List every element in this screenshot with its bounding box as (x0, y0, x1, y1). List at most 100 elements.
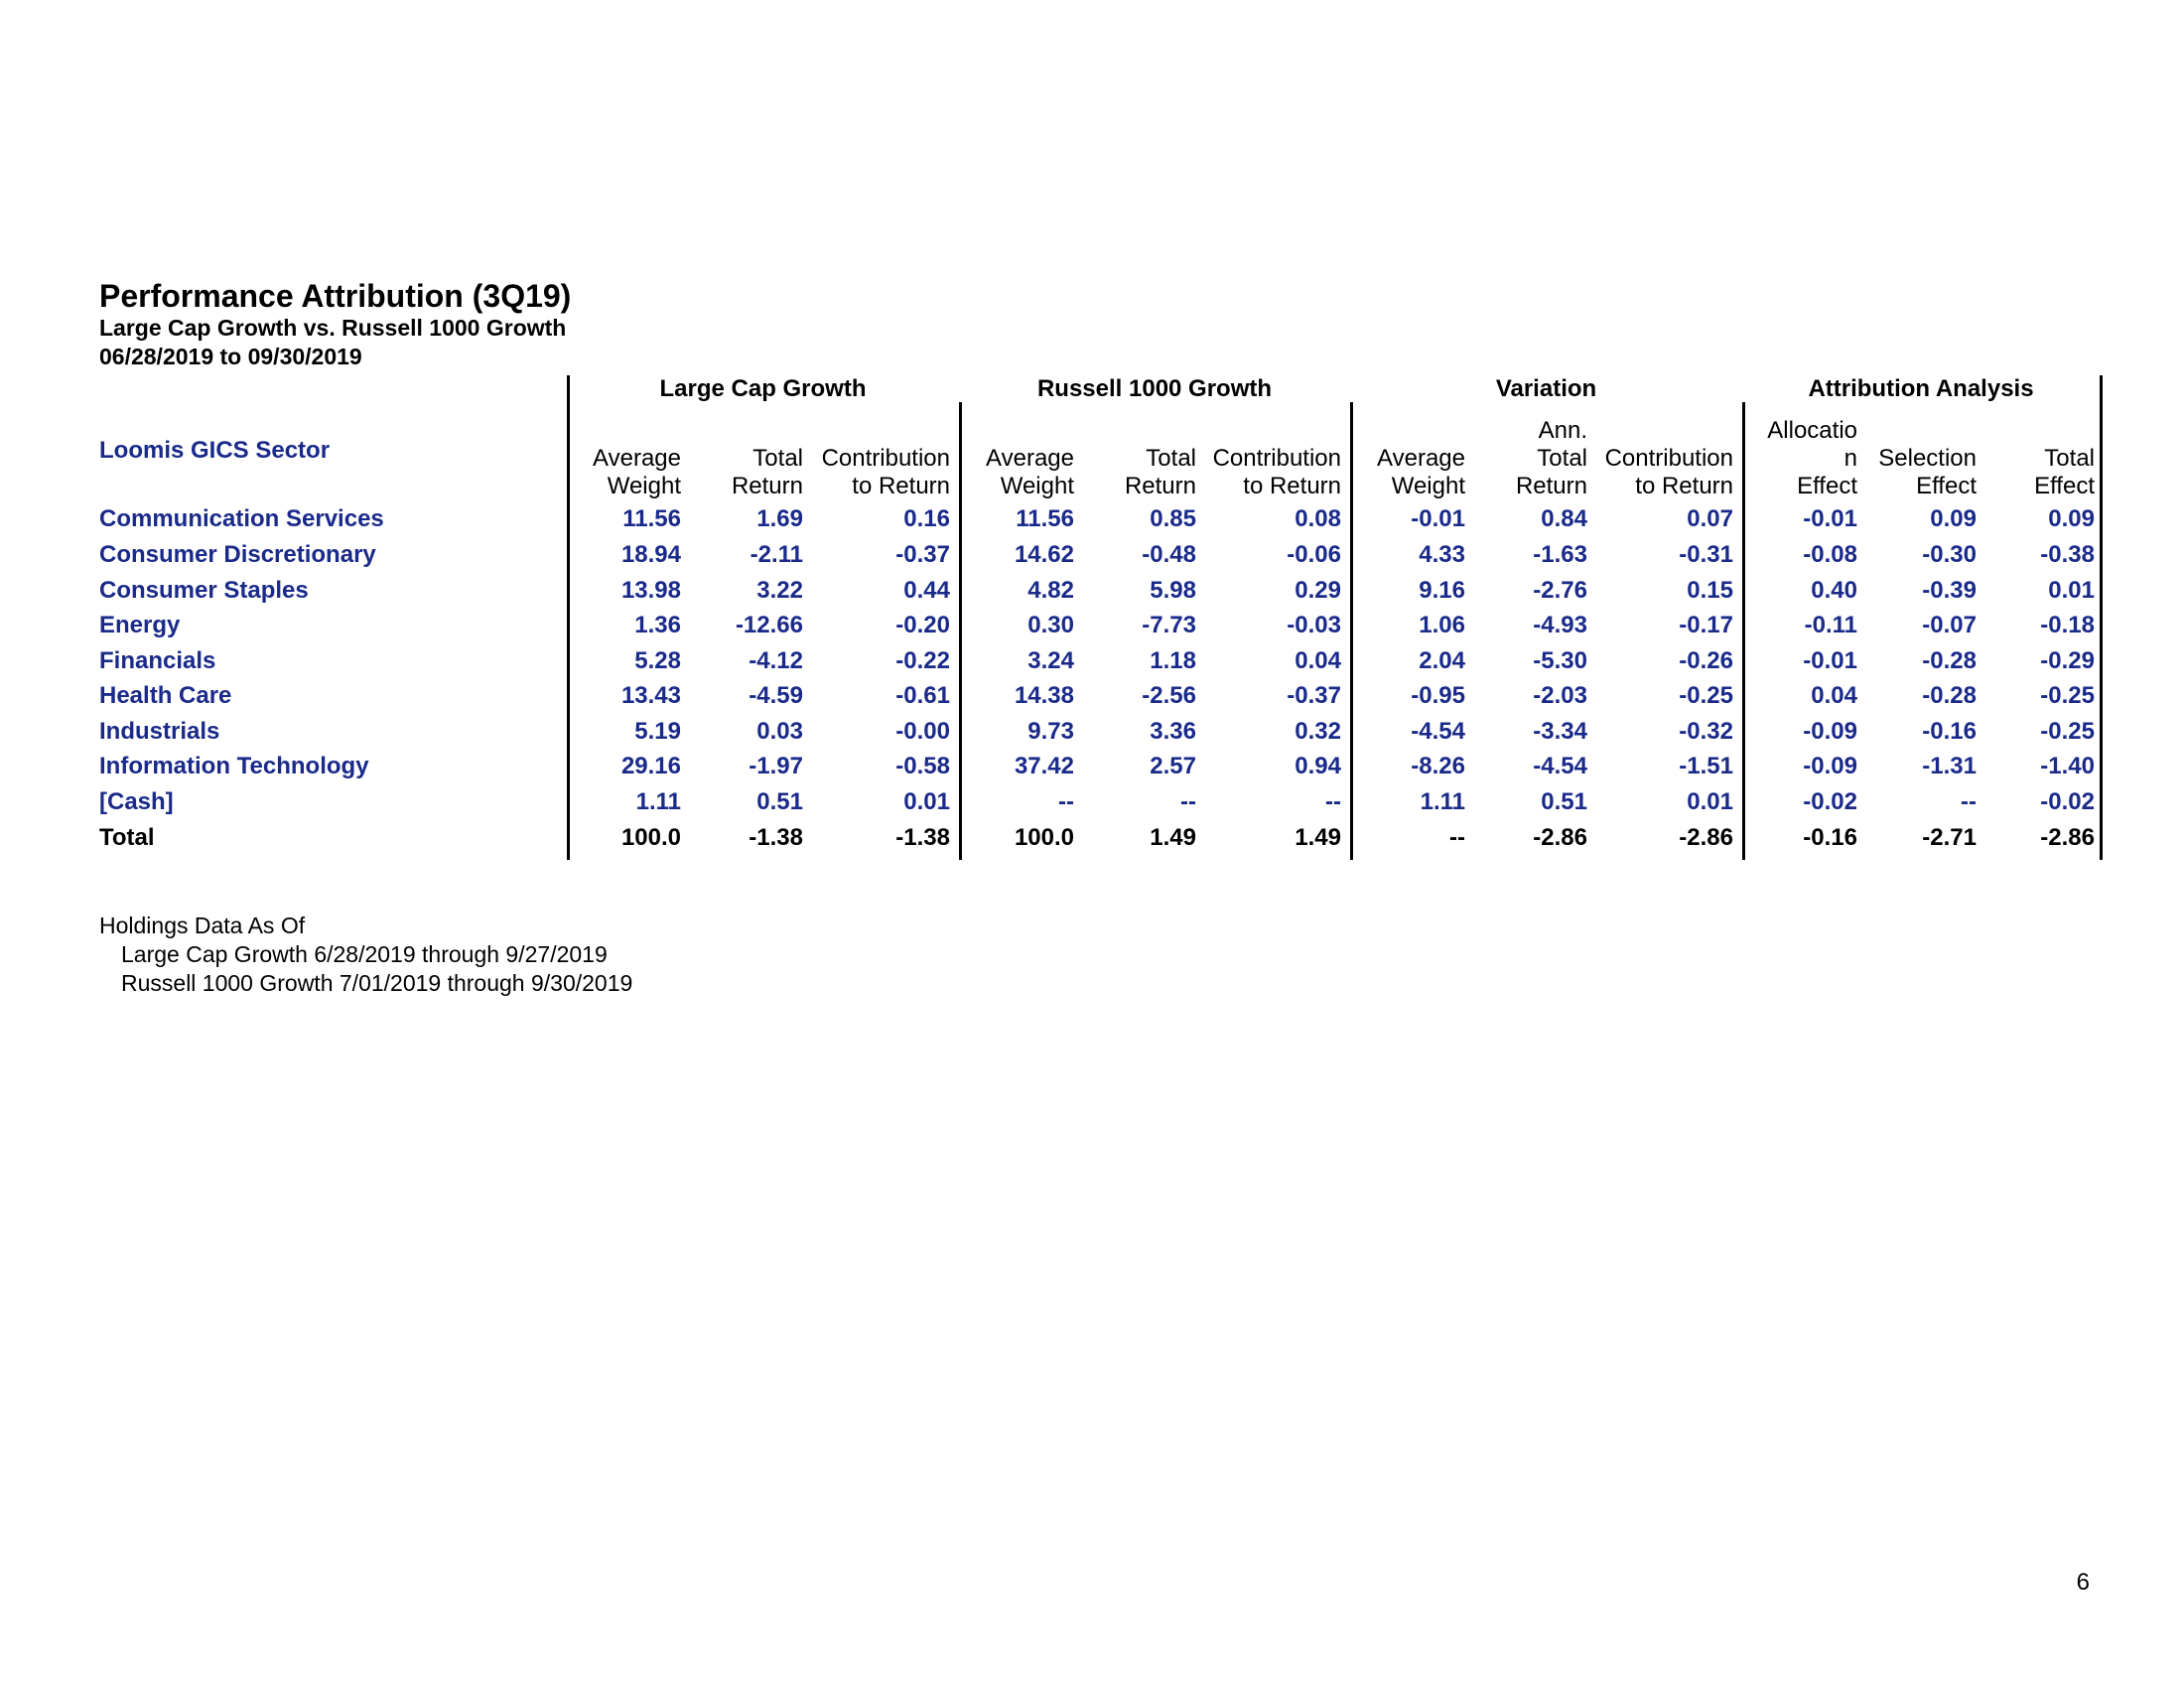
table-cell: 1.36 (634, 612, 681, 638)
table-cell: 100.0 (620, 824, 681, 851)
column-header: Weight (607, 473, 681, 499)
table-cell: 3.24 (1027, 647, 1074, 674)
column-header: Effect (1797, 473, 1857, 499)
column-header: Allocatio (1767, 417, 1857, 444)
column-separator (1350, 402, 1353, 860)
table-cell: 13.43 (620, 682, 681, 709)
table-cell: -2.86 (1533, 824, 1587, 851)
table-cell: 29.16 (620, 753, 681, 779)
sector-row-label: Information Technology (99, 753, 369, 779)
table-cell: -0.20 (895, 612, 950, 638)
table-cell: -0.37 (895, 541, 950, 568)
table-cell: -2.86 (1679, 824, 1733, 851)
table-cell: -0.31 (1679, 541, 1733, 568)
table-cell: -4.93 (1533, 612, 1587, 638)
table-cell: -- (1449, 824, 1465, 851)
table-cell: 1.49 (1295, 824, 1341, 851)
table-cell: -0.16 (1922, 718, 1977, 745)
table-cell: -- (1325, 788, 1341, 815)
table-cell: -0.07 (1922, 612, 1977, 638)
table-cell: 1.11 (635, 788, 681, 815)
table-cell: -2.76 (1533, 577, 1587, 604)
column-header: Total (1146, 445, 1196, 472)
sector-row-label: Communication Services (99, 505, 384, 532)
table-cell: -0.22 (895, 647, 950, 674)
table-cell: 18.94 (620, 541, 681, 568)
group-header: Large Cap Growth (659, 375, 867, 402)
table-cell: 0.04 (1811, 682, 1857, 709)
table-cell: -0.09 (1803, 718, 1857, 745)
table-cell: 0.03 (756, 718, 803, 745)
column-header: Effect (2034, 473, 2095, 499)
table-cell: -0.48 (1142, 541, 1196, 568)
table-cell: 0.51 (1541, 788, 1587, 815)
column-header: Selection (1878, 445, 1977, 472)
table-cell: 0.32 (1295, 718, 1341, 745)
table-cell: 11.56 (1016, 505, 1074, 532)
table-cell: 13.98 (620, 577, 681, 604)
notes-heading: Holdings Data As Of (99, 913, 306, 938)
report-header: Performance Attribution (3Q19) Large Cap… (99, 278, 571, 371)
total-row-label: Total (99, 824, 155, 851)
table-cell: -4.59 (749, 682, 803, 709)
table-cell: 4.33 (1419, 541, 1465, 568)
attribution-table: Loomis GICS Sector Large Cap Growth Russe… (99, 375, 2103, 860)
column-header: Weight (1000, 473, 1074, 499)
table-cell: -1.38 (749, 824, 803, 851)
table-cell: -0.09 (1803, 753, 1857, 779)
table-cell: -0.95 (1411, 682, 1465, 709)
table-cell: 0.85 (1150, 505, 1196, 532)
table-cell: 3.22 (756, 577, 803, 604)
table-cell: -1.63 (1533, 541, 1587, 568)
table-cell: -0.58 (895, 753, 950, 779)
holdings-notes: Holdings Data As Of Large Cap Growth 6/2… (99, 912, 632, 998)
table-cell: 0.08 (1295, 505, 1341, 532)
table-cell: 1.11 (1420, 788, 1465, 815)
table-cell: 1.69 (756, 505, 803, 532)
table-cell: -0.25 (1679, 682, 1733, 709)
column-header: Average (1377, 445, 1465, 472)
table-cell: -1.40 (2040, 753, 2095, 779)
sector-row-label: Energy (99, 612, 181, 638)
table-cell: -12.66 (735, 612, 803, 638)
table-cell: -1.38 (895, 824, 950, 851)
table-cell: -0.29 (2040, 647, 2095, 674)
table-cell: 14.62 (1014, 541, 1074, 568)
table-cell: 0.01 (1687, 788, 1733, 815)
column-header: to Return (1635, 473, 1733, 499)
table-cell: -0.28 (1922, 647, 1977, 674)
table-cell: -0.17 (1679, 612, 1733, 638)
table-cell: -0.02 (2040, 788, 2095, 815)
table-cell: 0.44 (903, 577, 950, 604)
table-cell: -0.08 (1803, 541, 1857, 568)
table-cell: -0.01 (1803, 647, 1857, 674)
table-cell: -0.01 (1803, 505, 1857, 532)
column-header: Average (593, 445, 681, 472)
table-cell: -0.02 (1803, 788, 1857, 815)
notes-line-russell: Russell 1000 Growth 7/01/2019 through 9/… (121, 970, 633, 996)
table-cell: -0.06 (1287, 541, 1341, 568)
table-cell: -4.54 (1411, 718, 1465, 745)
table-cell: 0.01 (903, 788, 950, 815)
table-cell: -0.39 (1922, 577, 1977, 604)
table-cell: -0.00 (895, 718, 950, 745)
table-cell: -2.03 (1533, 682, 1587, 709)
column-header: Total (2044, 445, 2095, 472)
table-cell: -- (1058, 788, 1074, 815)
table-cell: -0.26 (1679, 647, 1733, 674)
table-cell: 0.15 (1687, 577, 1733, 604)
column-header: to Return (1243, 473, 1341, 499)
table-cell: 0.94 (1295, 753, 1341, 779)
column-header: Contribution (821, 445, 950, 472)
table-cell: -1.51 (1679, 753, 1733, 779)
table-cell: 100.0 (1014, 824, 1074, 851)
column-header: Weight (1391, 473, 1465, 499)
table-cell: 0.30 (1027, 612, 1074, 638)
table-cell: 1.18 (1150, 647, 1196, 674)
table-cell: 9.16 (1419, 577, 1465, 604)
table-cell: -0.38 (2040, 541, 2095, 568)
group-header: Russell 1000 Growth (1036, 375, 1273, 402)
table-cell: 0.40 (1811, 577, 1857, 604)
table-cell: -5.30 (1533, 647, 1587, 674)
sector-row-label: Consumer Staples (99, 577, 309, 604)
